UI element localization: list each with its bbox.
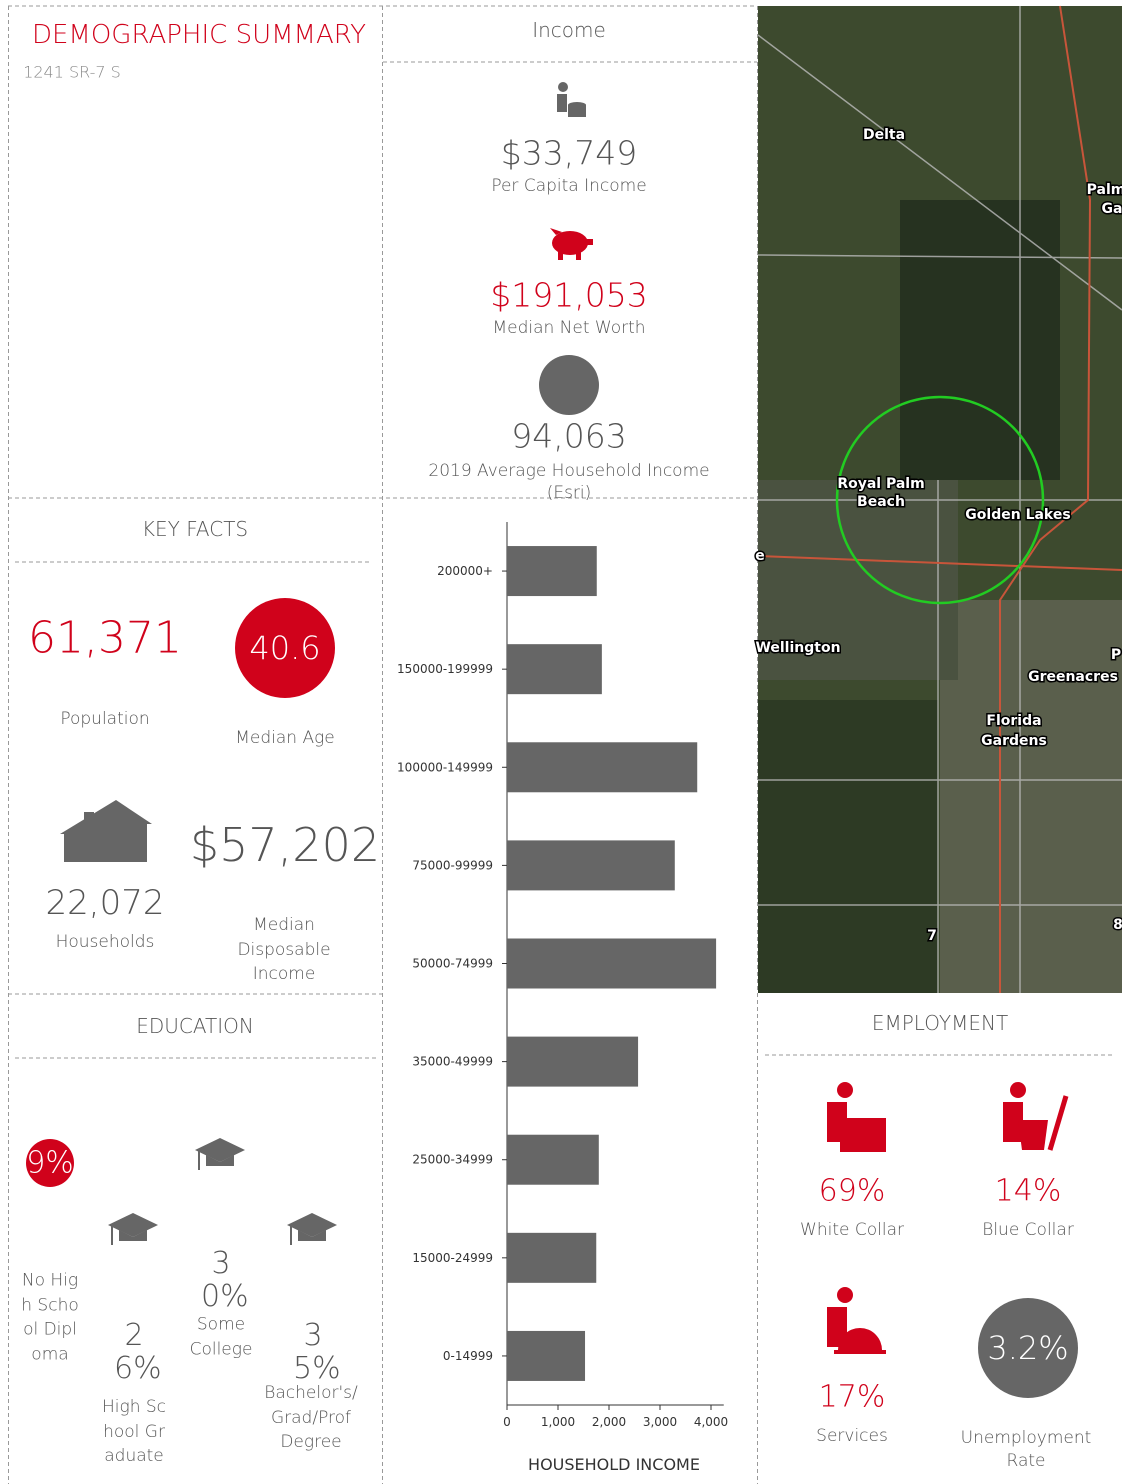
map-label: Golden Lakes: [965, 507, 1070, 523]
emp-label: Unemployment Rate: [960, 1428, 1092, 1471]
edu-value: 26%: [114, 1318, 162, 1386]
income-value: $191,053: [490, 275, 648, 315]
bar: [507, 1036, 639, 1087]
x-tick-label: 2,000: [592, 1415, 626, 1429]
section-title: EMPLOYMENT: [871, 1011, 1009, 1035]
y-tick-label: 25000-34999: [412, 1153, 493, 1167]
x-tick-label: 1,000: [541, 1415, 575, 1429]
bar: [507, 546, 597, 597]
grad-caps: [108, 1138, 337, 1245]
employment-icons: [827, 1082, 1069, 1354]
house-icon: [60, 800, 152, 862]
fact-value: 22,072: [45, 883, 165, 923]
y-tick-label: 0-14999: [443, 1349, 493, 1363]
emp-value: 69%: [818, 1173, 886, 1209]
map-label: Ga: [1102, 201, 1122, 217]
edu-label: High School Graduate: [101, 1397, 167, 1467]
map-label: 7: [927, 928, 937, 944]
fact-label: Median Age: [235, 728, 335, 748]
edu-label: No High School Diploma: [21, 1270, 79, 1365]
emp-value: 14%: [994, 1173, 1062, 1209]
bar: [507, 1134, 599, 1185]
fact-value: $57,202: [189, 818, 381, 872]
piggy-icon: [550, 228, 593, 260]
edu-value: 30%: [201, 1246, 249, 1314]
x-tick-label: 0: [503, 1415, 511, 1429]
dividers: [8, 5, 1115, 1484]
y-tick-label: 200000+: [437, 564, 493, 578]
income-label: Median Net Worth: [492, 318, 646, 338]
income-circle: [539, 355, 599, 415]
map-label: Florida Gardens: [981, 713, 1047, 749]
edu-label: Bachelor's/ Grad/Prof Degree: [264, 1383, 358, 1453]
map-label: Palm: [1087, 182, 1122, 198]
fact-label: Households: [55, 932, 155, 952]
bar: [507, 1232, 597, 1283]
fact-label: Median Disposable Income: [237, 915, 331, 985]
income-value: $33,749: [500, 133, 638, 173]
x-tick-label: 4,000: [694, 1415, 728, 1429]
y-tick-label: 15000-24999: [412, 1251, 493, 1265]
bar: [507, 938, 717, 989]
edu-label: Some College: [189, 1314, 253, 1359]
bar: [507, 644, 602, 695]
emp-label: Blue Collar: [982, 1220, 1074, 1240]
x-tick-label: 3,000: [643, 1415, 677, 1429]
y-tick-label: 150000-199999: [397, 662, 493, 676]
section-title: EDUCATION: [136, 1014, 254, 1038]
fact-value: 40.6: [249, 629, 321, 667]
map: [757, 5, 1122, 993]
map-label: P: [1111, 647, 1121, 663]
y-tick-label: 75000-99999: [412, 858, 493, 872]
y-tick-label: 35000-49999: [412, 1055, 493, 1069]
income-value: 94,063: [511, 416, 627, 456]
y-tick-label: 50000-74999: [412, 957, 493, 971]
emp-value: 3.2%: [987, 1329, 1069, 1367]
x-axis-label: HOUSEHOLD INCOME: [528, 1455, 700, 1474]
income-label: Per Capita Income: [491, 176, 647, 196]
bar: [507, 840, 675, 891]
title: DEMOGRAPHIC SUMMARY: [31, 20, 367, 50]
fact-value: 61,371: [28, 612, 182, 664]
section-title: Income: [532, 18, 606, 42]
map-label: 8: [1113, 917, 1122, 933]
map-label: Royal Palm Beach: [837, 476, 924, 510]
age-circle: [235, 598, 335, 698]
emp-label: Services: [816, 1426, 888, 1446]
bar: [507, 1330, 586, 1381]
edu-circle: [26, 1139, 74, 1187]
fact-label: Population: [60, 709, 150, 729]
map-label: Wellington: [755, 640, 840, 656]
per-capita-icon: [557, 82, 586, 117]
y-tick-label: 100000-149999: [397, 760, 493, 774]
map-label: e: [755, 548, 765, 564]
section-title: KEY FACTS: [141, 517, 249, 541]
address: 1241 SR-7 S: [23, 62, 121, 82]
unemployment-circle: [978, 1298, 1078, 1398]
income-label: 2019 Average Household Income (Esri): [428, 460, 710, 503]
edu-value: 35%: [293, 1318, 341, 1386]
map-label: Delta: [863, 127, 905, 143]
emp-value: 17%: [818, 1379, 886, 1415]
map-label: Greenacres: [1028, 669, 1118, 685]
bar: [507, 742, 698, 793]
edu-value: 9%: [26, 1145, 74, 1181]
emp-label: White Collar: [800, 1220, 904, 1240]
